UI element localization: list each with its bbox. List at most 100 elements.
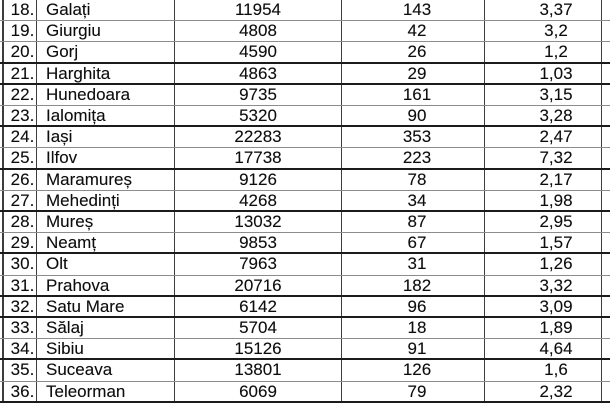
cutoff-column-cell [602, 360, 610, 380]
cutoff-column-cell [602, 170, 610, 190]
value-3-cell: 2,32 [485, 381, 602, 401]
cutoff-column-cell [602, 21, 610, 41]
value-1-cell: 13032 [175, 212, 342, 233]
row-number-cell: 22. [2, 84, 37, 106]
value-3-cell: 1,98 [485, 190, 602, 211]
county-name-cell: Hunedoara [37, 84, 175, 106]
table-row: 23. Ialomița 5320 90 3,28 [0, 106, 610, 128]
cutoff-column-cell [602, 42, 610, 61]
row-number-cell: 21. [2, 63, 37, 83]
value-3-cell: 1,57 [485, 233, 602, 253]
cutoff-column-cell [602, 382, 610, 401]
value-3-cell: 1,03 [485, 63, 602, 83]
cutoff-column-cell [602, 85, 610, 105]
cutoff-column-cell [602, 233, 610, 252]
value-1-cell: 7963 [175, 254, 342, 275]
value-2-cell: 34 [342, 190, 485, 211]
value-3-cell: 7,32 [485, 148, 602, 168]
row-number-cell: 24. [2, 127, 37, 148]
value-3-cell: 3,15 [485, 84, 602, 106]
value-3-cell: 1,6 [485, 360, 602, 381]
cutoff-column-cell [602, 191, 610, 210]
value-2-cell: 42 [342, 21, 485, 42]
row-number-cell: 25. [2, 148, 37, 168]
value-3-cell: 3,2 [485, 21, 602, 42]
row-number-cell: 18. [2, 0, 37, 21]
value-3-cell: 1,89 [485, 318, 602, 339]
row-number-cell: 29. [2, 233, 37, 253]
table-row: 34. Sibiu 15126 91 4,64 [0, 339, 610, 361]
value-3-cell: 3,32 [485, 275, 602, 295]
row-number-cell: 27. [2, 190, 37, 211]
row-number-cell: 31. [2, 275, 37, 295]
row-number-cell: 33. [2, 318, 37, 339]
county-name-cell: Maramureș [37, 169, 175, 190]
county-name-cell: Prahova [37, 275, 175, 295]
table-row: 21. Harghita 4863 29 1,03 [0, 63, 610, 85]
table-row: 24. Iași 22283 353 2,47 [0, 127, 610, 149]
value-2-cell: 26 [342, 42, 485, 62]
county-name-cell: Iași [37, 127, 175, 148]
county-name-cell: Gorj [37, 42, 175, 62]
value-1-cell: 9735 [175, 84, 342, 106]
row-number-cell: 30. [2, 254, 37, 275]
cutoff-column-cell [602, 212, 610, 232]
county-name-cell: Ilfov [37, 148, 175, 168]
table-row: 25. Ilfov 17738 223 7,32 [0, 148, 610, 170]
cutoff-column-cell [602, 339, 610, 358]
row-number-cell: 20. [2, 42, 37, 62]
value-3-cell: 2,95 [485, 212, 602, 233]
table-row: 20. Gorj 4590 26 1,2 [0, 42, 610, 64]
cutoff-column-cell [602, 0, 610, 20]
value-3-cell: 2,17 [485, 169, 602, 190]
row-number-cell: 26. [2, 169, 37, 190]
cutoff-column-cell [602, 64, 610, 83]
cutoff-column-cell [602, 127, 610, 147]
table-row: 33. Sălaj 5704 18 1,89 [0, 318, 610, 340]
row-number-cell: 35. [2, 360, 37, 381]
county-name-cell: Satu Mare [37, 296, 175, 317]
value-1-cell: 4863 [175, 63, 342, 83]
county-name-cell: Neamț [37, 233, 175, 253]
value-1-cell: 9126 [175, 169, 342, 190]
table-row: 31. Prahova 20716 182 3,32 [0, 275, 610, 297]
cutoff-column-cell [602, 297, 610, 316]
county-name-cell: Suceava [37, 360, 175, 381]
value-1-cell: 5320 [175, 106, 342, 126]
value-1-cell: 4590 [175, 42, 342, 62]
table-row: 29. Neamț 9853 67 1,57 [0, 233, 610, 255]
table-row: 19. Giurgiu 4808 42 3,2 [0, 21, 610, 43]
value-3-cell: 1,2 [485, 42, 602, 62]
value-2-cell: 29 [342, 63, 485, 83]
table-row: 32. Satu Mare 6142 96 3,09 [0, 296, 610, 319]
cutoff-column-cell [602, 276, 610, 295]
county-name-cell: Teleorman [37, 381, 175, 401]
table-row: 36. Teleorman 6069 79 2,32 [0, 381, 610, 403]
value-3-cell: 1,26 [485, 254, 602, 275]
value-1-cell: 6069 [175, 381, 342, 401]
cutoff-column-cell [602, 254, 610, 274]
row-number-cell: 19. [2, 21, 37, 42]
county-name-cell: Ialomița [37, 106, 175, 126]
value-1-cell: 6142 [175, 296, 342, 317]
row-number-cell: 23. [2, 106, 37, 126]
table-row: 27. Mehedinți 4268 34 1,98 [0, 190, 610, 213]
value-3-cell: 3,28 [485, 106, 602, 126]
table-row: 30. Olt 7963 31 1,26 [0, 254, 610, 276]
county-name-cell: Mehedinți [37, 190, 175, 211]
value-1-cell: 4808 [175, 21, 342, 42]
value-1-cell: 15126 [175, 339, 342, 359]
value-3-cell: 4,64 [485, 339, 602, 359]
value-2-cell: 96 [342, 296, 485, 317]
cutoff-column-cell [602, 106, 610, 125]
table-row: 28. Mureș 13032 87 2,95 [0, 212, 610, 234]
county-name-cell: Giurgiu [37, 21, 175, 42]
value-2-cell: 79 [342, 381, 485, 401]
county-name-cell: Sibiu [37, 339, 175, 359]
row-number-cell: 36. [2, 381, 37, 401]
cutoff-column-cell [602, 148, 610, 167]
value-1-cell: 17738 [175, 148, 342, 168]
value-2-cell: 67 [342, 233, 485, 253]
